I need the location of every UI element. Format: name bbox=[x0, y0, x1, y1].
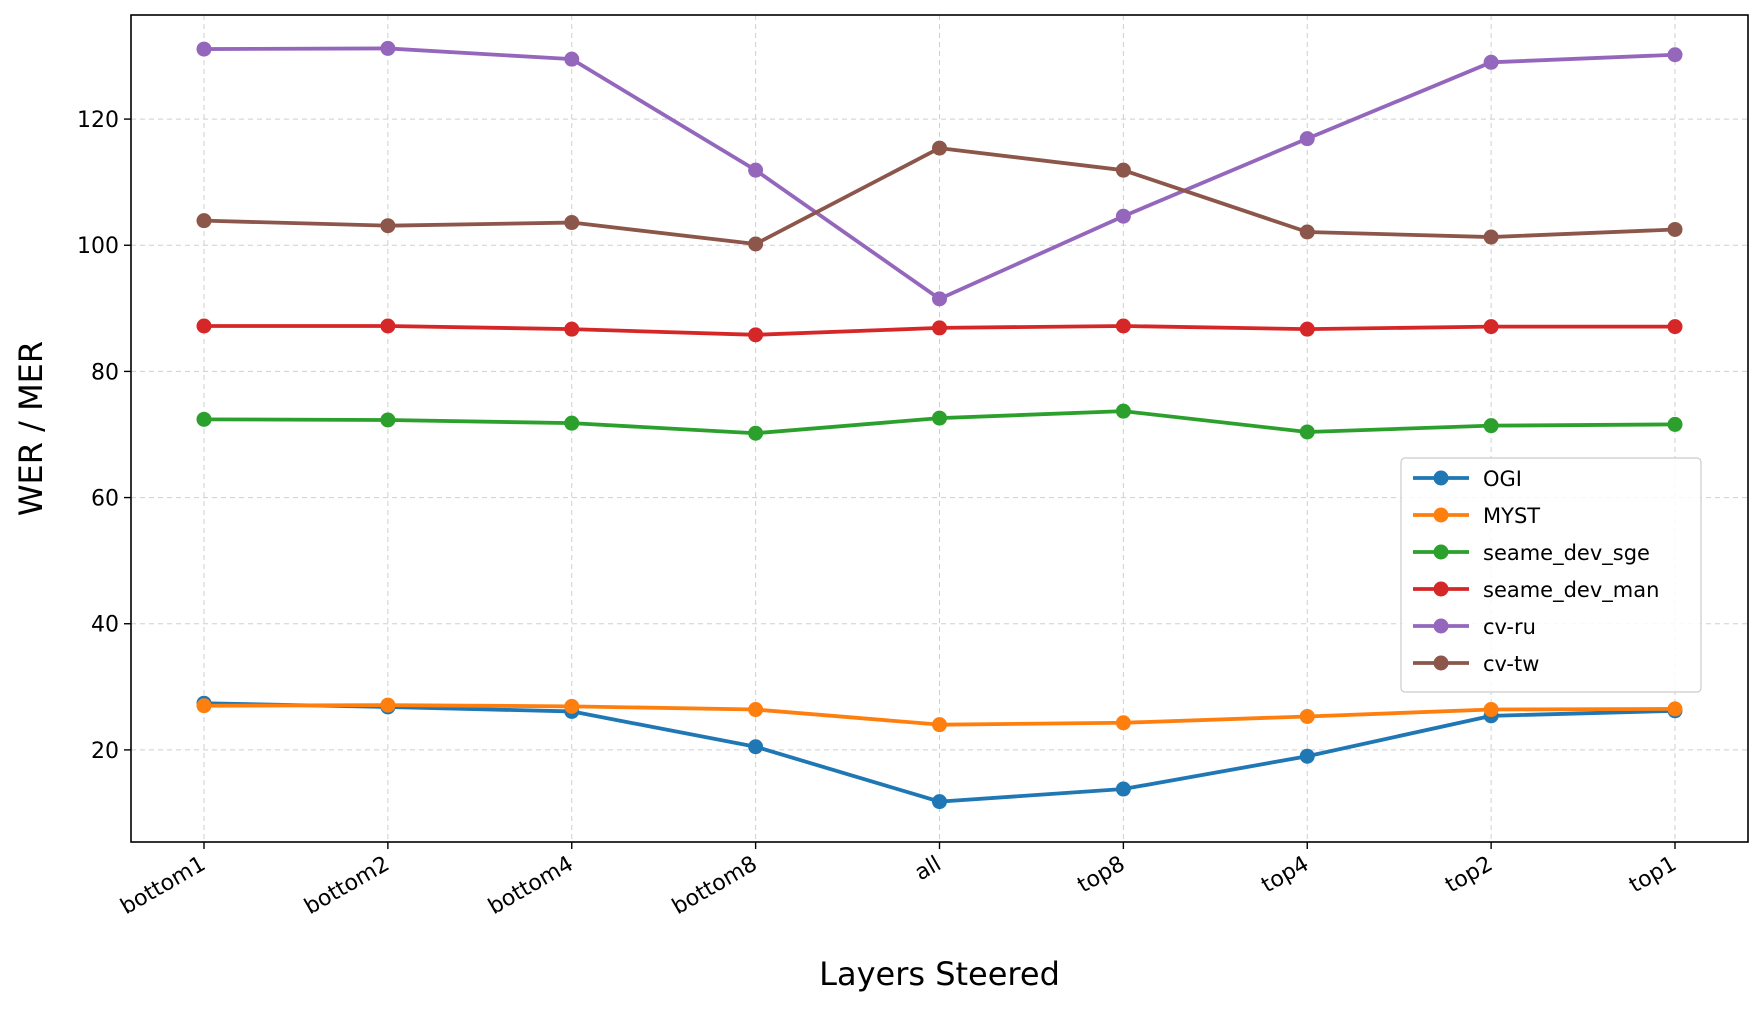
series-cv-tw bbox=[196, 140, 1683, 252]
data-point-ogi bbox=[748, 739, 764, 755]
legend-marker bbox=[1433, 544, 1449, 560]
data-point-cv-ru bbox=[932, 291, 947, 307]
data-point-seame-dev-sge bbox=[748, 425, 764, 441]
legend-marker bbox=[1433, 655, 1449, 671]
legend-label: cv-tw bbox=[1483, 652, 1539, 676]
data-point-cv-ru bbox=[748, 162, 764, 178]
data-point-seame-dev-man bbox=[196, 318, 212, 334]
legend-entry-seame-dev-man: seame_dev_man bbox=[1413, 578, 1659, 603]
data-point-seame-dev-man bbox=[380, 318, 396, 334]
data-point-myst bbox=[196, 698, 212, 714]
y-tick-label: 80 bbox=[91, 360, 119, 385]
data-point-cv-ru bbox=[380, 40, 396, 56]
legend-label: MYST bbox=[1483, 504, 1540, 528]
data-point-myst bbox=[932, 717, 947, 733]
legend-entry-seame-dev-sge: seame_dev_sge bbox=[1413, 541, 1650, 566]
series-seame-dev-sge bbox=[196, 403, 1683, 441]
legend-label: OGI bbox=[1483, 467, 1522, 491]
data-point-seame-dev-sge bbox=[932, 410, 947, 426]
data-point-ogi bbox=[1299, 748, 1315, 764]
legend-entry-myst: MYST bbox=[1413, 504, 1540, 528]
data-point-seame-dev-sge bbox=[1299, 424, 1315, 440]
data-point-myst bbox=[1299, 708, 1315, 724]
y-tick-label: 20 bbox=[91, 739, 119, 764]
series-cv-ru bbox=[196, 40, 1683, 307]
data-point-seame-dev-man bbox=[1667, 319, 1683, 335]
plot-series bbox=[196, 40, 1683, 810]
data-point-myst bbox=[1667, 701, 1683, 717]
data-point-cv-tw bbox=[748, 236, 764, 252]
legend-marker bbox=[1433, 618, 1449, 634]
legend-box bbox=[1400, 457, 1702, 693]
legend-entry-cv-tw: cv-tw bbox=[1413, 652, 1539, 676]
series-seame-dev-man bbox=[196, 318, 1683, 343]
y-axis-ticks: 20 40 60 80 100 120 bbox=[77, 108, 131, 764]
data-point-seame-dev-man bbox=[1483, 319, 1499, 335]
data-point-cv-tw bbox=[1483, 229, 1499, 245]
data-point-seame-dev-man bbox=[748, 327, 764, 343]
legend-entry-ogi: OGI bbox=[1413, 467, 1522, 491]
data-point-cv-ru bbox=[1115, 208, 1131, 224]
data-point-cv-ru bbox=[196, 41, 212, 57]
plot-frame bbox=[130, 14, 1749, 843]
y-tick-label: 120 bbox=[77, 108, 119, 133]
data-point-myst bbox=[748, 702, 764, 718]
legend: OGI MYST seame_dev_sge seame_dev_man cv-ru cv… bbox=[1400, 457, 1702, 693]
y-tick-label: 100 bbox=[77, 234, 119, 259]
data-point-ogi bbox=[932, 794, 947, 810]
data-point-seame-dev-man bbox=[932, 320, 947, 336]
data-point-seame-dev-man bbox=[1299, 321, 1315, 337]
legend-marker bbox=[1433, 507, 1449, 523]
series-myst bbox=[196, 697, 1683, 733]
data-point-cv-ru bbox=[564, 51, 580, 67]
data-point-seame-dev-sge bbox=[196, 411, 212, 427]
legend-marker bbox=[1433, 581, 1449, 597]
data-point-cv-ru bbox=[1667, 47, 1683, 63]
data-point-myst bbox=[1115, 715, 1131, 731]
data-point-myst bbox=[1483, 702, 1499, 718]
legend-marker bbox=[1433, 470, 1449, 486]
data-point-cv-tw bbox=[1299, 224, 1315, 240]
data-point-cv-ru bbox=[1483, 54, 1499, 70]
data-point-seame-dev-sge bbox=[1483, 418, 1499, 434]
data-point-seame-dev-sge bbox=[1667, 416, 1683, 432]
data-point-seame-dev-sge bbox=[1115, 403, 1131, 419]
data-point-cv-tw bbox=[380, 218, 396, 234]
legend-label: seame_dev_sge bbox=[1483, 541, 1650, 566]
data-point-seame-dev-sge bbox=[380, 412, 396, 428]
data-point-myst bbox=[380, 697, 396, 713]
y-tick-label: 60 bbox=[91, 487, 119, 512]
data-point-cv-tw bbox=[1667, 221, 1683, 237]
x-axis-label: Layers Steered bbox=[819, 955, 1060, 993]
data-point-cv-tw bbox=[564, 215, 580, 231]
data-point-cv-tw bbox=[932, 140, 947, 156]
data-point-cv-ru bbox=[1299, 131, 1315, 147]
legend-label: seame_dev_man bbox=[1483, 578, 1659, 603]
legend-entry-cv-ru: cv-ru bbox=[1413, 615, 1536, 639]
data-point-seame-dev-man bbox=[564, 321, 580, 337]
data-point-myst bbox=[564, 698, 580, 714]
data-point-ogi bbox=[1115, 781, 1131, 797]
y-tick-label: 40 bbox=[91, 613, 119, 638]
y-axis-label: WER / MER bbox=[12, 341, 50, 516]
data-point-cv-tw bbox=[1115, 162, 1131, 178]
data-point-cv-tw bbox=[196, 213, 212, 229]
legend-label: cv-ru bbox=[1483, 615, 1536, 639]
data-point-seame-dev-sge bbox=[564, 415, 580, 431]
data-point-seame-dev-man bbox=[1115, 318, 1131, 334]
